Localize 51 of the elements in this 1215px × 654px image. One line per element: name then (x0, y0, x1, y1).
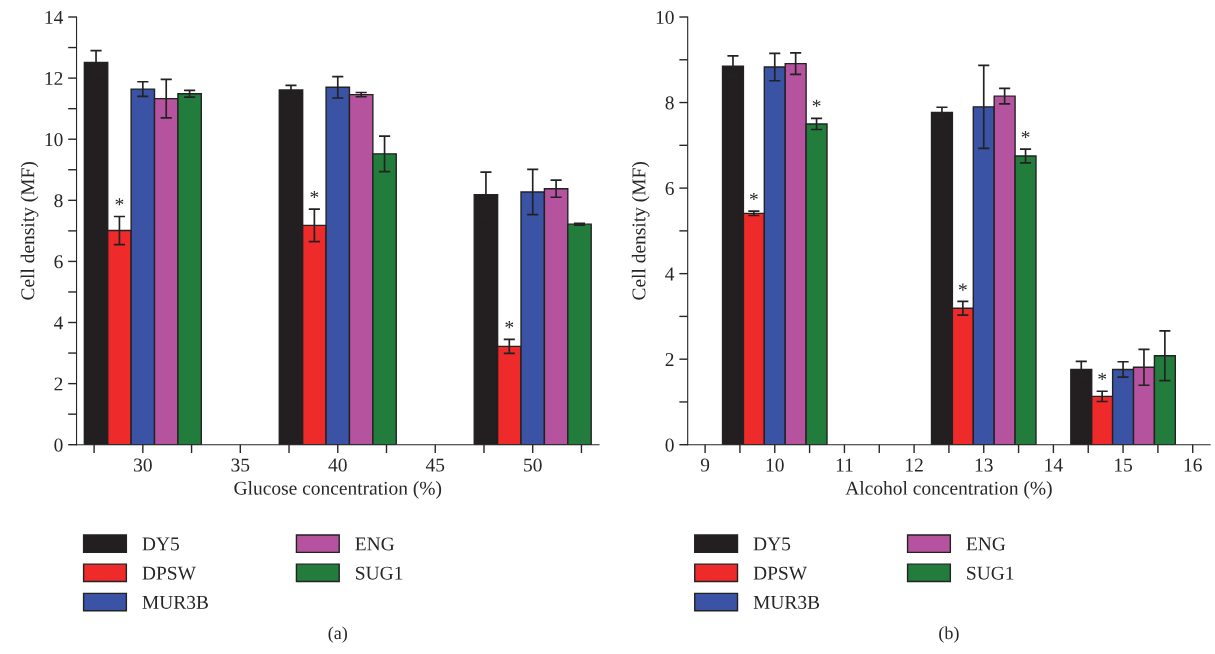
legend-label: SUG1 (356, 566, 403, 580)
legend-label: ENG (355, 537, 395, 551)
y-tick-label: 4 (54, 316, 64, 330)
y-tick-label: 2 (54, 377, 63, 391)
text: (a) (328, 626, 347, 643)
x-tick-label: 13 (975, 458, 993, 472)
annotation: * (749, 192, 758, 201)
legend-label: DY5 (142, 537, 179, 551)
x-axis-title: Glucose concentration (%) (234, 481, 442, 499)
x-tick-label: 16 (1184, 458, 1202, 472)
y-axis-title: Cell density (MF) (20, 162, 39, 300)
text: (b) (939, 626, 959, 643)
annotation: * (310, 190, 319, 199)
y-tick-label: 8 (54, 194, 63, 208)
x-tick-label: 35 (231, 458, 250, 472)
x-tick-label: 15 (1115, 458, 1133, 472)
legend-label: DPSW (753, 566, 808, 580)
annotation: * (1021, 130, 1030, 139)
x-tick-label: 12 (906, 458, 923, 472)
y-tick-label: 6 (665, 181, 674, 196)
annotation: * (115, 198, 124, 206)
y-tick-label: 8 (665, 96, 674, 110)
legend-label: DPSW (142, 566, 196, 580)
legend-label: MUR3B (753, 595, 820, 609)
y-tick-label: 0 (54, 438, 63, 452)
y-tick-label: 4 (665, 267, 675, 281)
x-tick-label: 10 (766, 458, 784, 472)
x-tick-label: 14 (1045, 458, 1063, 472)
x-tick-label: 11 (836, 458, 853, 472)
y-tick-label: 10 (656, 10, 674, 24)
y-tick-label: 2 (665, 353, 674, 366)
legend-label: MUR3B (142, 595, 208, 609)
y-tick-label: 14 (45, 10, 64, 24)
x-tick-label: 40 (328, 458, 347, 472)
legend-label: SUG1 (967, 566, 1014, 580)
y-tick-label: 12 (45, 71, 63, 85)
x-tick-label: 45 (425, 458, 445, 472)
y-axis-title: Cell density (MF) (631, 162, 650, 300)
x-tick-label: 50 (524, 458, 542, 472)
x-tick-label: 30 (134, 458, 152, 472)
y-tick-label: 10 (45, 133, 63, 147)
legend-label: DY5 (753, 537, 791, 551)
x-tick-label: 9 (700, 458, 710, 472)
annotation: * (958, 283, 967, 291)
annotation: * (505, 321, 514, 329)
annotation: * (1098, 372, 1107, 381)
legend-label: ENG (966, 537, 1006, 551)
y-tick-label: 6 (54, 255, 63, 269)
x-axis-title: Alcohol concentration (%) (845, 481, 1052, 499)
y-tick-label: 0 (665, 438, 674, 452)
annotation: * (812, 99, 821, 107)
